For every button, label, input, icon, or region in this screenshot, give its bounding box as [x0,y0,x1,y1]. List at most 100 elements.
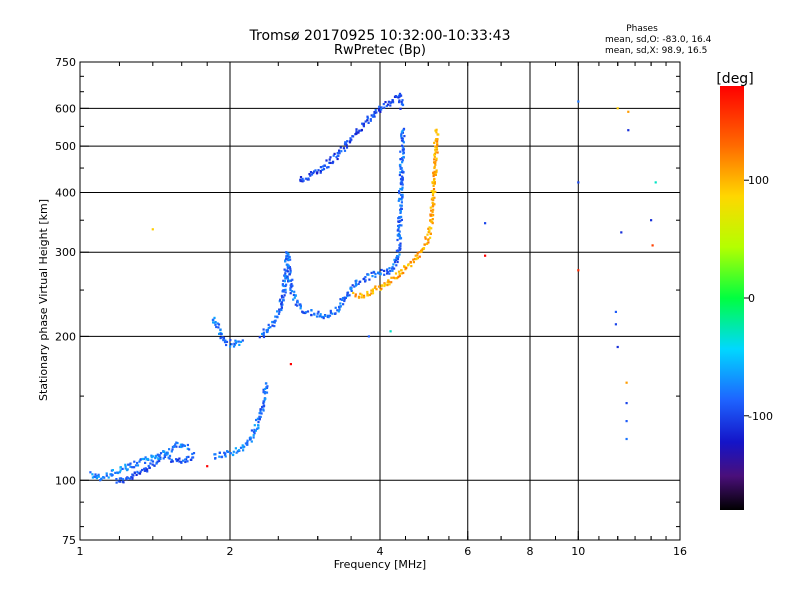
data-point [616,345,619,349]
data-point [355,132,358,135]
data-point [142,457,145,461]
data-point [416,257,419,260]
data-point [333,152,336,155]
data-point [170,460,173,463]
data-point [285,256,288,259]
data-point [397,228,400,231]
data-point [301,177,304,180]
data-point [282,279,285,282]
data-point [402,148,405,151]
data-point [256,417,259,420]
data-point [152,455,155,458]
x-tick-label: 1 [77,545,84,558]
data-point [166,451,169,454]
data-point [168,448,171,451]
data-point [398,192,401,195]
data-point [224,455,227,458]
data-point [183,444,186,447]
data-point [355,283,358,286]
data-point [418,255,421,258]
data-point [379,110,382,113]
data-point [223,453,227,456]
data-point [284,276,287,279]
data-point [133,460,136,463]
data-point [371,288,374,291]
data-point [625,420,628,423]
data-point [430,220,433,223]
data-point [400,224,403,227]
data-point [344,296,347,299]
colorbar-tick-label: 100 [748,174,769,187]
data-point [391,99,394,102]
data-point [399,182,402,185]
data-point [355,130,358,133]
data-point [133,471,136,474]
chart-title: Tromsø 20170925 10:32:00-10:33:43 [249,28,511,44]
data-point [401,161,404,164]
data-point [400,272,403,275]
data-point [261,405,264,409]
data-point [290,282,293,286]
data-point [225,343,228,347]
data-point [377,271,380,274]
data-point [366,115,369,118]
data-point [484,254,487,257]
data-point [401,176,404,179]
data-point [185,456,188,459]
data-point [241,444,244,447]
data-point [372,113,375,116]
data-point [434,161,437,164]
data-point [135,473,138,476]
data-point [178,460,181,463]
data-point [386,281,389,284]
data-point [380,268,383,272]
data-point [350,289,353,292]
data-point [307,178,310,181]
data-point [302,311,305,314]
data-point [277,312,281,315]
data-point [187,455,190,458]
data-point [368,278,371,281]
data-point [289,258,292,261]
data-point [432,179,436,182]
data-point [284,269,287,272]
y-tick-label: 300 [55,246,76,259]
data-point [398,216,401,219]
data-point [338,308,341,311]
data-point [166,453,169,456]
data-point [398,173,401,177]
data-point [216,322,219,325]
data-point [614,323,617,326]
data-point [416,252,419,255]
data-point [428,226,431,229]
data-point [387,100,390,103]
colorbar-tick-label: 0 [748,292,755,305]
data-point [403,265,406,268]
data-point [241,339,244,342]
data-point [386,272,389,275]
data-point [425,242,428,245]
data-point [422,247,426,250]
data-point [399,219,402,223]
data-point [424,237,427,240]
data-point [302,179,305,182]
data-point [146,470,149,473]
data-point [168,454,172,457]
data-point [367,273,370,276]
data-point [373,286,376,289]
data-point [382,103,385,106]
data-point [192,456,195,459]
data-point [336,157,339,161]
data-point [105,472,108,475]
data-point [435,157,438,160]
data-point [249,436,252,439]
data-point [131,466,134,469]
data-point [352,135,355,138]
data-point [366,119,369,122]
data-point [262,388,265,391]
data-point [399,150,402,153]
data-point [191,452,194,456]
data-point [181,443,184,446]
data-point [370,292,373,295]
